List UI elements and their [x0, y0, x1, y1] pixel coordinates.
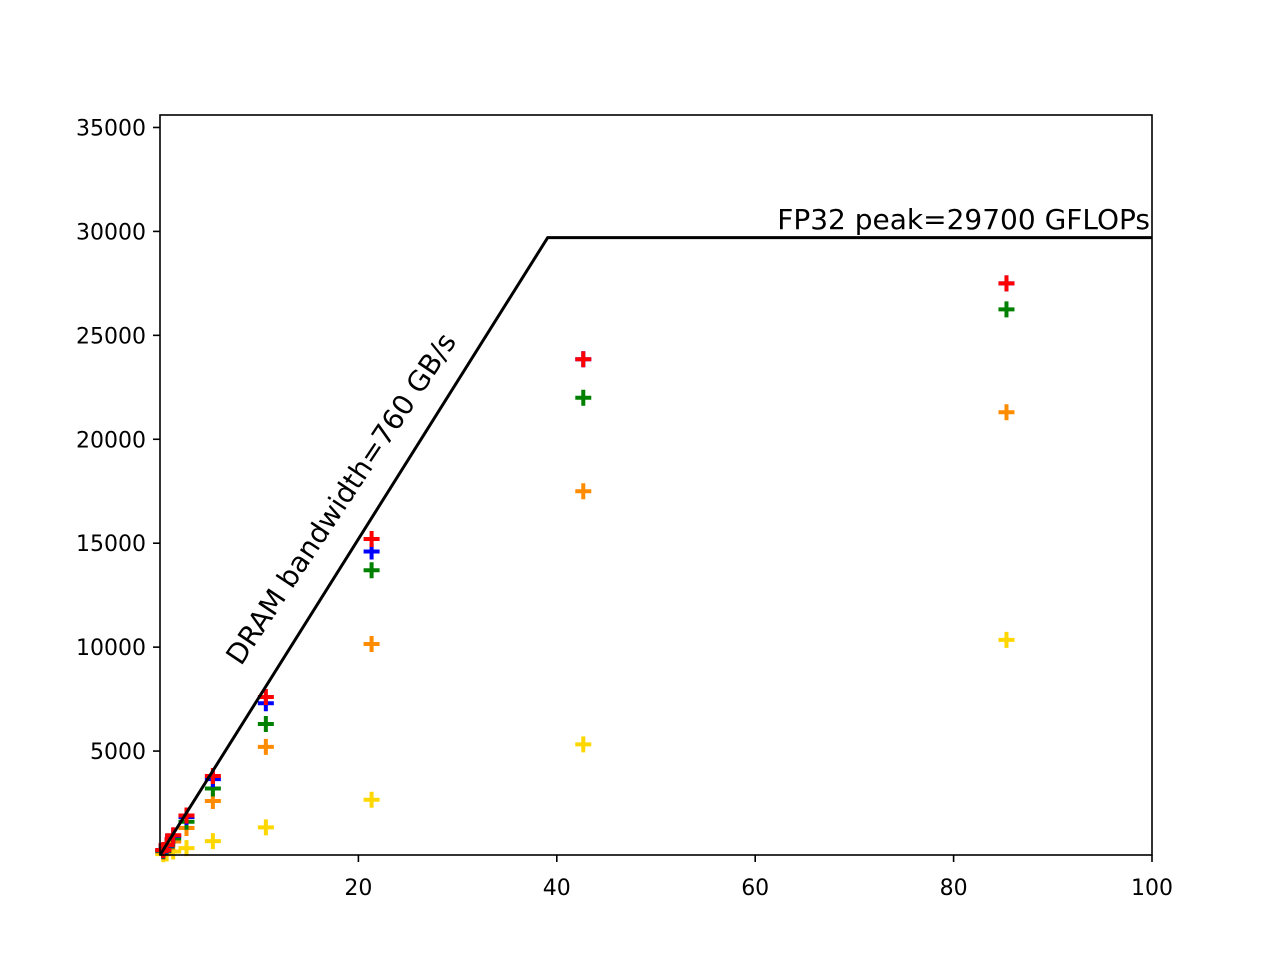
series-1-point-8 — [998, 404, 1015, 421]
series-2-point-6 — [363, 562, 380, 579]
series-0-point-4 — [204, 833, 221, 850]
y-tick-label-35000: 35000 — [76, 116, 146, 141]
series-0-point-8 — [998, 631, 1015, 648]
x-tick-label-60: 60 — [741, 876, 769, 901]
x-axis: 20 40 60 80 100 — [344, 855, 1173, 901]
series-1-point-5 — [257, 738, 274, 755]
x-tick-label-80: 80 — [940, 876, 968, 901]
series-2-point-5 — [257, 716, 274, 733]
y-tick-label-10000: 10000 — [76, 636, 146, 661]
peak-annotation: FP32 peak=29700 GFLOPs — [777, 203, 1150, 236]
series-4-point-7 — [575, 351, 592, 368]
series-0-point-6 — [363, 791, 380, 808]
y-tick-label-20000: 20000 — [76, 428, 146, 453]
series-2-point-8 — [998, 301, 1015, 318]
roofline-line — [158, 236, 1152, 856]
y-tick-label-15000: 15000 — [76, 532, 146, 557]
y-axis: 5000 10000 15000 20000 25000 30000 35000 — [76, 116, 160, 765]
plot-frame — [159, 114, 1153, 856]
series-1-point-7 — [575, 483, 592, 500]
x-tick-label-100: 100 — [1131, 876, 1173, 901]
series-0-point-7 — [575, 736, 592, 753]
series-0-point-5 — [257, 819, 274, 836]
y-tick-label-5000: 5000 — [90, 740, 146, 765]
series-1-point-6 — [363, 636, 380, 653]
series-0-point-3 — [178, 840, 195, 857]
x-tick-label-20: 20 — [344, 876, 372, 901]
series-4-point-8 — [998, 275, 1015, 292]
series-4-point-6 — [363, 531, 380, 548]
x-tick-label-40: 40 — [543, 876, 571, 901]
y-tick-label-30000: 30000 — [76, 220, 146, 245]
y-tick-label-25000: 25000 — [76, 324, 146, 349]
series-2-point-7 — [575, 389, 592, 406]
